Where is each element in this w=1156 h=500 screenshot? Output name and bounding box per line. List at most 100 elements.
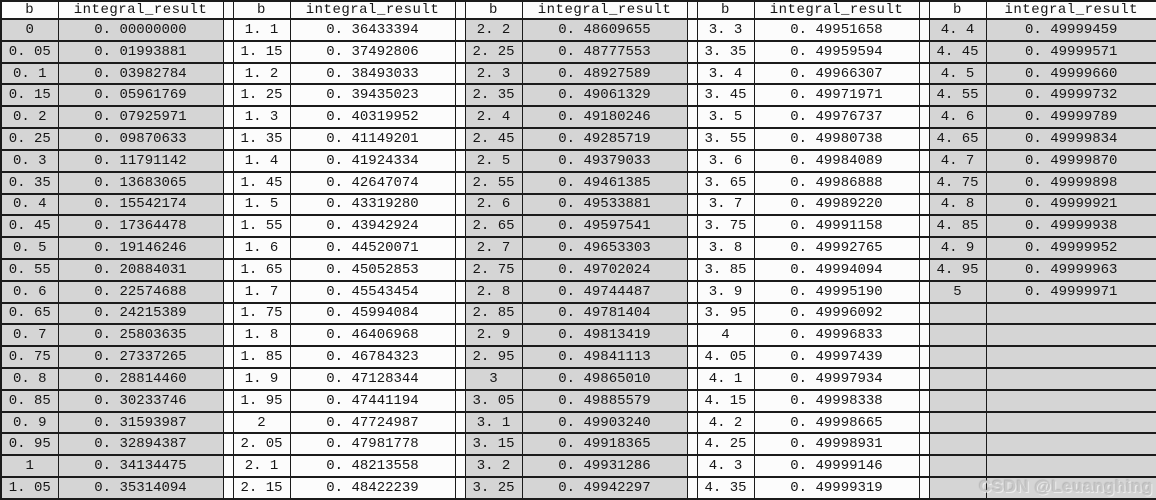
integral-result-cell[interactable]: 0. 49379033 [521, 148, 688, 173]
integral-result-cell[interactable]: 0. 49999870 [985, 148, 1156, 173]
integral-result-cell[interactable]: 0. 49971971 [753, 83, 920, 108]
integral-result-cell[interactable]: 0. 09870633 [57, 127, 224, 151]
b-cell[interactable]: 0. 45 [0, 214, 59, 239]
integral-result-cell[interactable] [985, 410, 1156, 435]
integral-result-cell[interactable]: 0. 47441194 [289, 388, 456, 413]
integral-result-cell[interactable]: 0. 49997934 [753, 367, 920, 391]
integral-result-cell[interactable]: 0. 49533881 [521, 192, 688, 217]
integral-result-cell[interactable]: 0. 49998931 [753, 432, 920, 457]
b-cell[interactable]: 1. 9 [232, 367, 291, 391]
b-cell[interactable]: 4. 25 [696, 432, 755, 457]
b-cell[interactable]: 0. 8 [0, 367, 59, 391]
integral-result-cell[interactable]: 0. 49180246 [521, 105, 688, 130]
integral-result-cell[interactable]: 0. 49984089 [753, 148, 920, 173]
b-cell[interactable]: 1. 85 [232, 345, 291, 369]
b-cell[interactable]: 4. 7 [928, 148, 987, 173]
b-cell[interactable]: 4. 95 [928, 257, 987, 282]
b-cell[interactable]: 1. 3 [232, 105, 291, 130]
b-cell[interactable]: 4. 2 [696, 410, 755, 435]
b-cell[interactable]: 4. 75 [928, 170, 987, 195]
integral-result-cell[interactable]: 0. 49942297 [521, 476, 688, 500]
integral-result-cell[interactable]: 0. 47128344 [289, 367, 456, 391]
b-cell[interactable]: 3. 9 [696, 279, 755, 304]
integral-result-cell[interactable]: 0. 49885579 [521, 388, 688, 413]
integral-result-cell[interactable]: 0. 49999971 [985, 279, 1156, 304]
b-cell[interactable]: 3. 7 [696, 192, 755, 217]
b-cell[interactable]: 3. 8 [696, 236, 755, 260]
integral-result-cell[interactable]: 0. 49995190 [753, 279, 920, 304]
integral-result-cell[interactable]: 0. 00000000 [57, 18, 224, 42]
b-cell[interactable]: 2. 7 [464, 236, 523, 260]
b-cell[interactable]: 2. 9 [464, 323, 523, 348]
b-cell[interactable]: 1. 2 [232, 61, 291, 86]
integral-result-cell[interactable] [985, 388, 1156, 413]
b-cell[interactable]: 4. 3 [696, 454, 755, 479]
integral-result-cell[interactable]: 0. 49285719 [521, 127, 688, 151]
integral-result-cell[interactable]: 0. 39435023 [289, 83, 456, 108]
integral-result-cell[interactable]: 0. 49999660 [985, 61, 1156, 86]
b-cell[interactable]: 0. 4 [0, 192, 59, 217]
b-cell[interactable]: 3. 75 [696, 214, 755, 239]
integral-result-cell[interactable]: 0. 49597541 [521, 214, 688, 239]
b-cell[interactable]: 2. 95 [464, 345, 523, 369]
b-cell[interactable]: 2. 1 [232, 454, 291, 479]
integral-result-cell[interactable]: 0. 49781404 [521, 301, 688, 326]
b-cell[interactable]: 0. 05 [0, 39, 59, 64]
b-cell[interactable]: 2. 3 [464, 61, 523, 86]
b-cell[interactable]: 4. 15 [696, 388, 755, 413]
integral-result-cell[interactable]: 0. 49903240 [521, 410, 688, 435]
column-header-integral-result[interactable]: integral_result [521, 0, 688, 20]
b-cell[interactable]: 3. 4 [696, 61, 755, 86]
integral-result-cell[interactable]: 0. 28814460 [57, 367, 224, 391]
integral-result-cell[interactable]: 0. 49951658 [753, 18, 920, 42]
b-cell[interactable] [928, 454, 987, 479]
b-cell[interactable]: 2. 15 [232, 476, 291, 500]
b-cell[interactable]: 0. 2 [0, 105, 59, 130]
b-cell[interactable]: 5 [928, 279, 987, 304]
integral-result-cell[interactable]: 0. 49999319 [753, 476, 920, 500]
b-cell[interactable]: 2. 05 [232, 432, 291, 457]
b-cell[interactable]: 4. 35 [696, 476, 755, 500]
b-cell[interactable]: 3. 65 [696, 170, 755, 195]
integral-result-cell[interactable]: 0. 46406968 [289, 323, 456, 348]
b-cell[interactable]: 4. 5 [928, 61, 987, 86]
b-cell[interactable]: 2. 2 [464, 18, 523, 42]
integral-result-cell[interactable]: 0. 49999898 [985, 170, 1156, 195]
b-cell[interactable]: 3. 15 [464, 432, 523, 457]
integral-result-cell[interactable]: 0. 07925971 [57, 105, 224, 130]
b-cell[interactable] [928, 367, 987, 391]
integral-result-cell[interactable]: 0. 49918365 [521, 432, 688, 457]
integral-result-cell[interactable]: 0. 48213558 [289, 454, 456, 479]
b-cell[interactable]: 0. 75 [0, 345, 59, 369]
b-cell[interactable]: 3. 25 [464, 476, 523, 500]
b-cell[interactable]: 1. 7 [232, 279, 291, 304]
b-cell[interactable]: 4. 1 [696, 367, 755, 391]
b-cell[interactable]: 1. 15 [232, 39, 291, 64]
b-cell[interactable] [928, 476, 987, 500]
integral-result-cell[interactable]: 0. 48422239 [289, 476, 456, 500]
integral-result-cell[interactable]: 0. 48777553 [521, 39, 688, 64]
integral-result-cell[interactable]: 0. 46784323 [289, 345, 456, 369]
b-cell[interactable]: 4. 9 [928, 236, 987, 260]
integral-result-cell[interactable]: 0. 01993881 [57, 39, 224, 64]
b-cell[interactable]: 0. 25 [0, 127, 59, 151]
integral-result-cell[interactable]: 0. 49999952 [985, 236, 1156, 260]
integral-result-cell[interactable]: 0. 49998338 [753, 388, 920, 413]
integral-result-cell[interactable]: 0. 20884031 [57, 257, 224, 282]
integral-result-cell[interactable]: 0. 43319280 [289, 192, 456, 217]
integral-result-cell[interactable]: 0. 49999571 [985, 39, 1156, 64]
b-cell[interactable]: 1. 35 [232, 127, 291, 151]
column-header-integral-result[interactable]: integral_result [753, 0, 920, 20]
b-cell[interactable]: 1. 5 [232, 192, 291, 217]
integral-result-cell[interactable]: 0. 42647074 [289, 170, 456, 195]
integral-result-cell[interactable]: 0. 49999834 [985, 127, 1156, 151]
integral-result-cell[interactable]: 0. 03982784 [57, 61, 224, 86]
b-cell[interactable]: 1. 95 [232, 388, 291, 413]
integral-result-cell[interactable]: 0. 41924334 [289, 148, 456, 173]
b-cell[interactable]: 3. 5 [696, 105, 755, 130]
b-cell[interactable]: 0. 65 [0, 301, 59, 326]
b-cell[interactable]: 0. 95 [0, 432, 59, 457]
b-cell[interactable]: 2. 55 [464, 170, 523, 195]
integral-result-cell[interactable]: 0. 49992765 [753, 236, 920, 260]
integral-result-cell[interactable]: 0. 24215389 [57, 301, 224, 326]
